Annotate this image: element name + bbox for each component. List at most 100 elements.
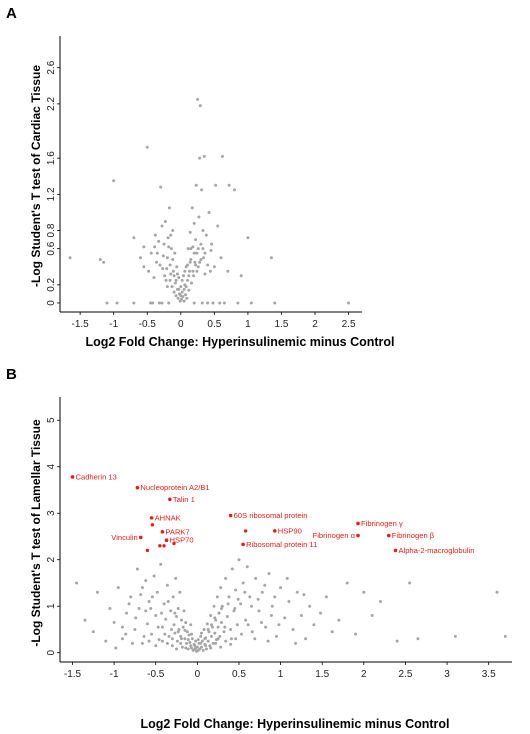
x-tick-label: -1 bbox=[109, 319, 118, 330]
point-label: PARK7 bbox=[165, 527, 189, 536]
data-point bbox=[162, 602, 166, 606]
data-point bbox=[184, 285, 188, 289]
data-point bbox=[267, 572, 271, 576]
data-point bbox=[236, 301, 240, 305]
data-point bbox=[175, 265, 179, 269]
data-point bbox=[165, 267, 169, 271]
data-point bbox=[180, 278, 184, 282]
data-point bbox=[144, 579, 148, 583]
data-point bbox=[172, 274, 176, 278]
data-point bbox=[132, 236, 136, 240]
data-point bbox=[175, 647, 179, 651]
data-point bbox=[171, 595, 175, 599]
data-point bbox=[170, 644, 174, 648]
data-point bbox=[170, 285, 174, 289]
data-point bbox=[308, 604, 312, 608]
data-point bbox=[230, 567, 234, 571]
data-point bbox=[160, 625, 164, 629]
data-point bbox=[208, 269, 212, 273]
data-point bbox=[167, 245, 171, 249]
data-point bbox=[174, 294, 178, 298]
data-point bbox=[193, 644, 197, 648]
data-point bbox=[144, 609, 148, 613]
data-point bbox=[216, 637, 220, 641]
data-point bbox=[137, 607, 141, 611]
data-point bbox=[181, 625, 185, 629]
data-point bbox=[215, 595, 219, 599]
data-point bbox=[167, 634, 171, 638]
point-label: Fibrinogen γ bbox=[361, 519, 403, 528]
data-point bbox=[206, 301, 210, 305]
data-point bbox=[186, 263, 190, 267]
data-point bbox=[198, 156, 202, 160]
data-point bbox=[184, 646, 188, 650]
highlighted-point bbox=[168, 497, 172, 502]
data-point bbox=[378, 600, 382, 604]
data-point bbox=[75, 581, 79, 585]
data-point bbox=[197, 215, 201, 219]
y-tick-label: 4 bbox=[46, 464, 57, 470]
x-tick-label: 1 bbox=[278, 669, 284, 680]
data-point bbox=[206, 627, 210, 631]
data-point bbox=[190, 281, 194, 285]
data-point bbox=[176, 630, 180, 634]
data-point bbox=[116, 586, 120, 590]
data-point bbox=[139, 256, 143, 260]
data-point bbox=[188, 269, 192, 273]
highlighted-point bbox=[145, 548, 150, 553]
data-point bbox=[219, 645, 223, 649]
data-point bbox=[234, 637, 238, 641]
data-point bbox=[171, 258, 175, 262]
data-point bbox=[166, 600, 170, 604]
x-axis-label-a: Log2 Fold Change: Hyperinsulinemic minus… bbox=[85, 335, 394, 349]
data-point bbox=[162, 242, 166, 246]
data-point bbox=[224, 576, 228, 580]
data-point bbox=[191, 245, 195, 249]
data-point bbox=[235, 623, 239, 627]
data-point bbox=[210, 625, 214, 629]
x-tick-label: -1 bbox=[110, 669, 119, 680]
data-point bbox=[299, 614, 303, 618]
data-point bbox=[239, 602, 243, 606]
data-point bbox=[174, 278, 178, 282]
data-point bbox=[273, 301, 277, 305]
data-point bbox=[354, 632, 358, 636]
data-point bbox=[176, 296, 180, 300]
data-point bbox=[142, 265, 146, 269]
x-tick-label: 3 bbox=[444, 669, 450, 680]
data-point bbox=[503, 634, 507, 638]
x-tick-label: 1.5 bbox=[315, 669, 329, 680]
data-point bbox=[174, 576, 178, 580]
y-tick-label: 2 bbox=[46, 557, 57, 563]
data-point bbox=[236, 597, 240, 601]
data-point bbox=[259, 620, 263, 624]
data-point bbox=[167, 301, 171, 305]
y-tick-label: 1 bbox=[46, 603, 57, 609]
data-point bbox=[256, 597, 260, 601]
data-point bbox=[294, 641, 298, 645]
data-point bbox=[237, 558, 241, 562]
data-point bbox=[183, 269, 187, 273]
x-tick-label: -1.5 bbox=[64, 669, 82, 680]
data-point bbox=[120, 625, 124, 629]
data-point bbox=[180, 645, 184, 649]
data-point bbox=[203, 251, 207, 255]
data-point bbox=[108, 607, 112, 611]
data-point bbox=[269, 614, 273, 618]
data-point bbox=[319, 611, 323, 615]
data-point bbox=[186, 247, 190, 251]
data-point bbox=[199, 258, 203, 262]
data-point bbox=[159, 562, 163, 566]
data-point bbox=[112, 179, 116, 183]
data-point bbox=[243, 590, 247, 594]
data-point bbox=[125, 611, 129, 615]
data-point bbox=[171, 229, 175, 233]
data-point bbox=[127, 602, 131, 606]
data-point bbox=[260, 590, 264, 594]
data-point bbox=[179, 641, 183, 645]
data-point bbox=[165, 256, 169, 260]
data-point bbox=[160, 301, 164, 305]
data-point bbox=[192, 251, 196, 255]
point-label: Talin 1 bbox=[173, 495, 195, 504]
